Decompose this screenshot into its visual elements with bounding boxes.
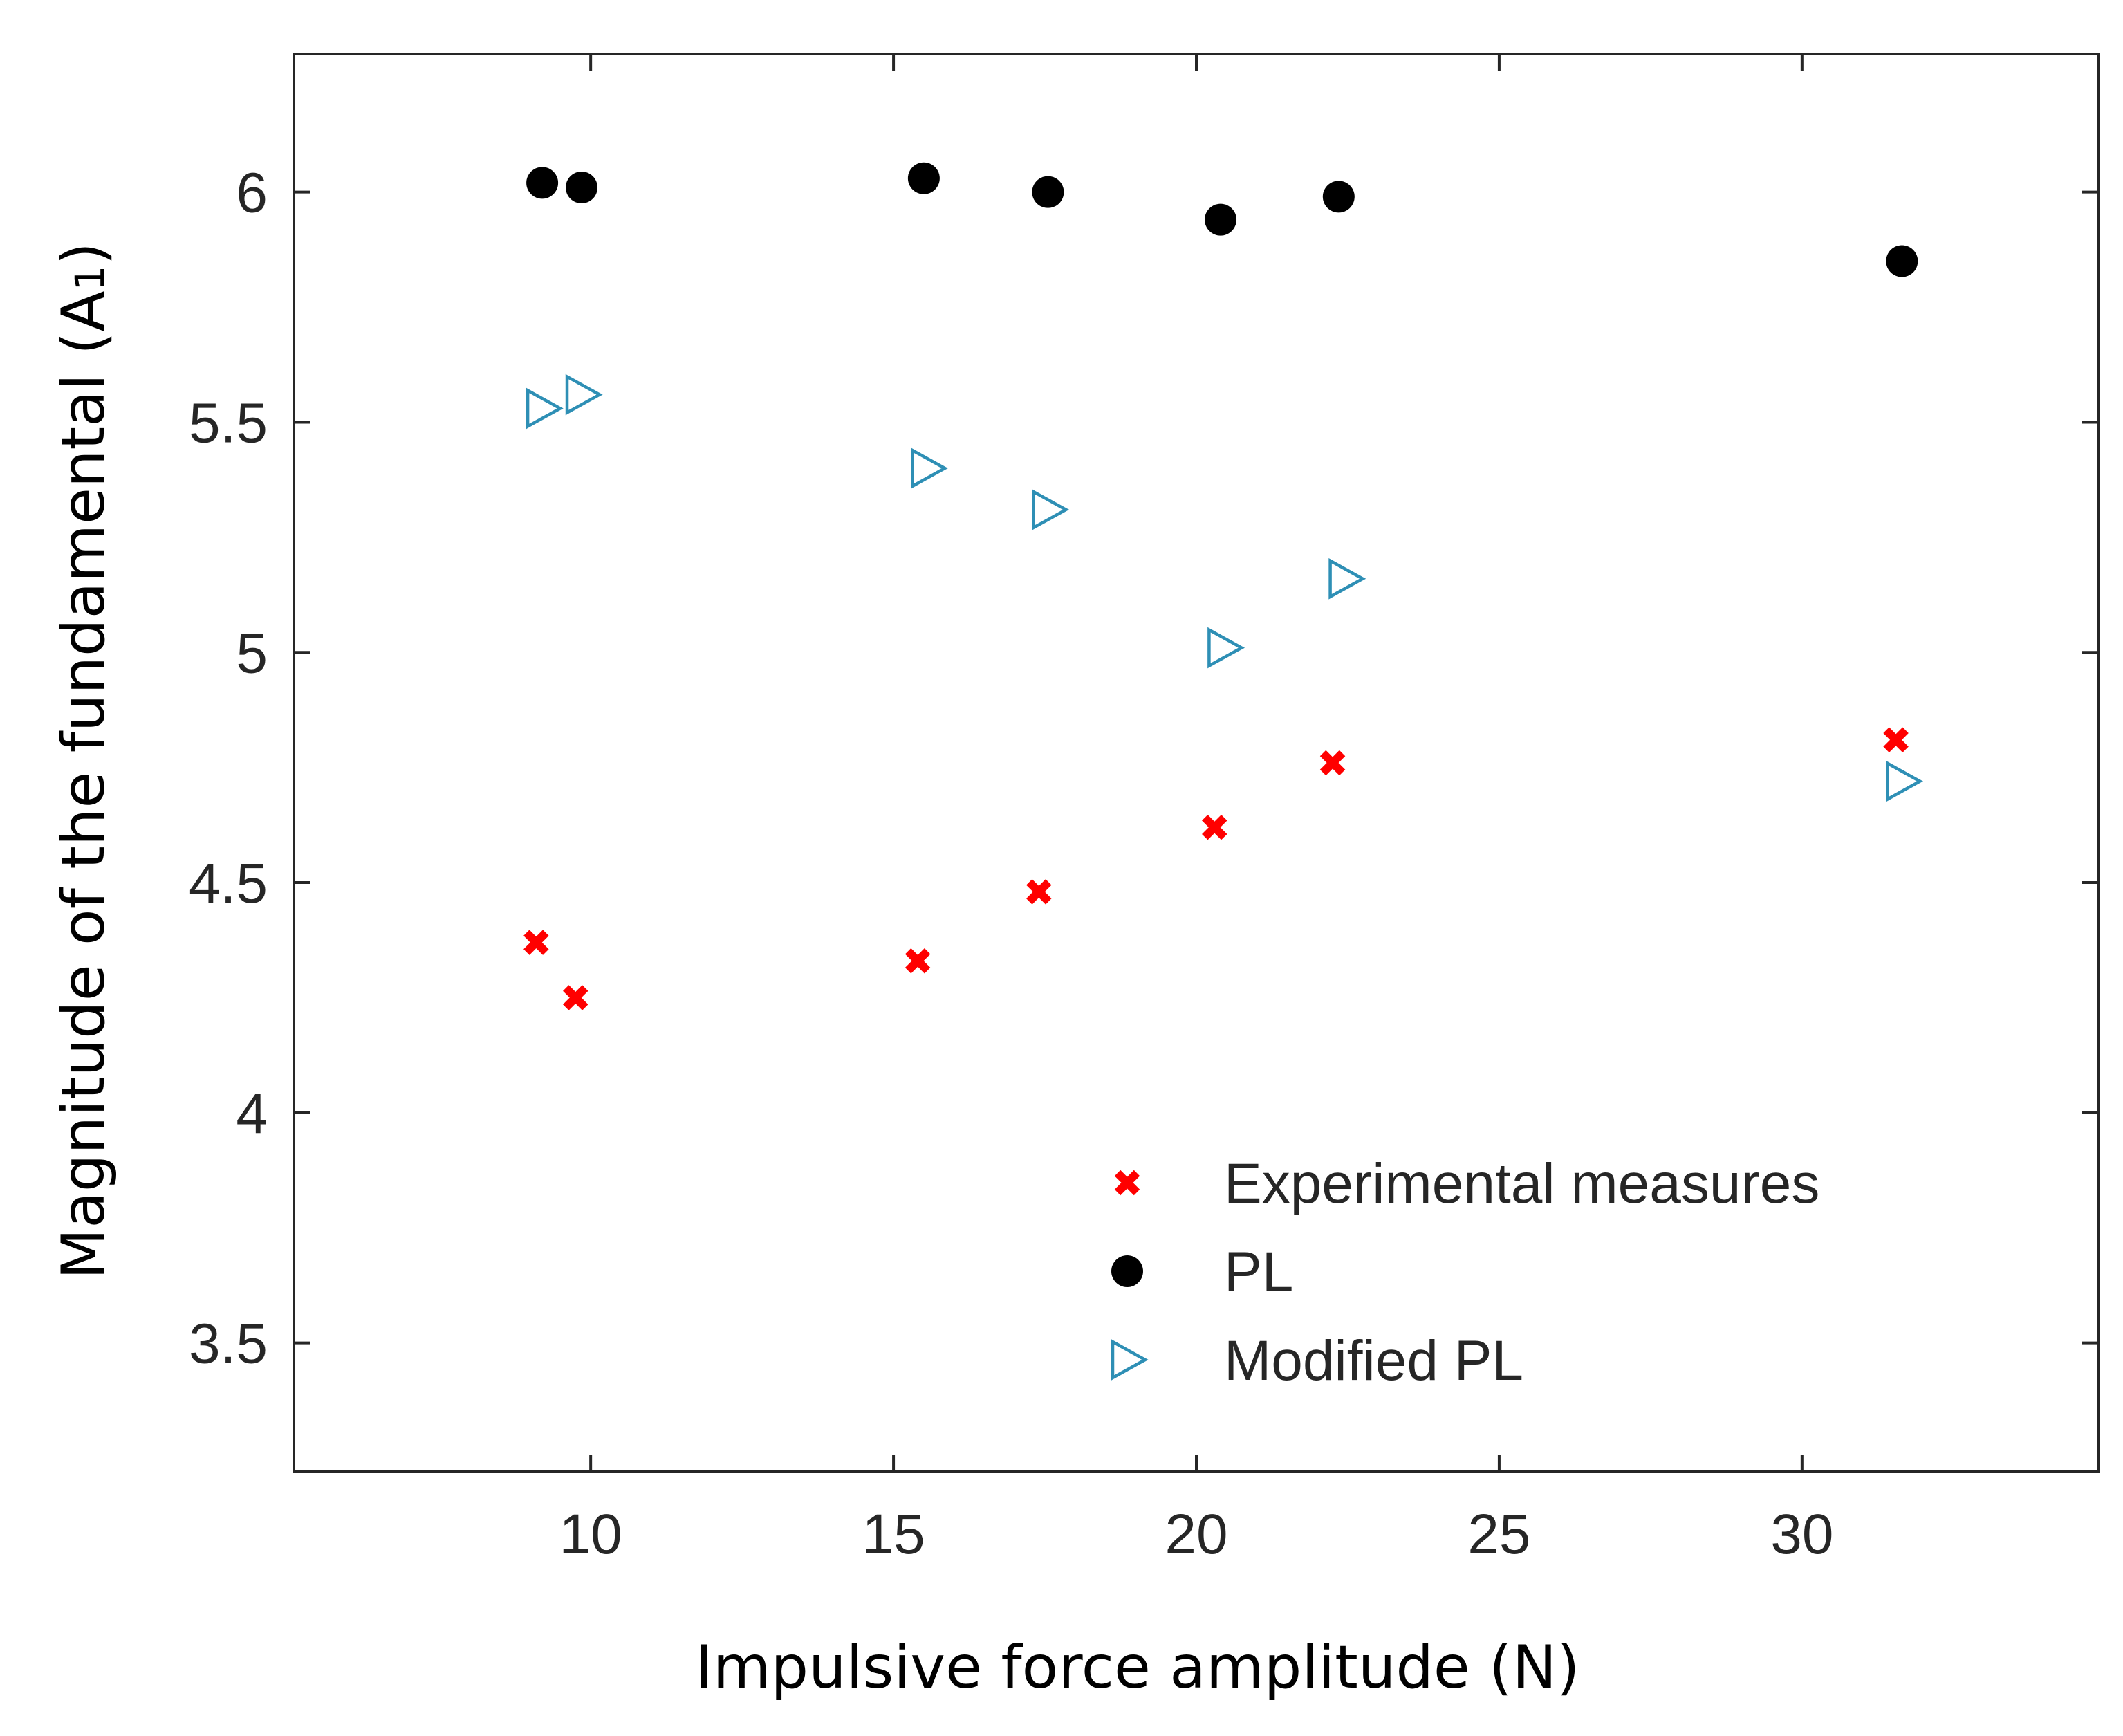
data-point <box>566 172 598 204</box>
data-point <box>1883 727 1909 752</box>
axes <box>293 53 2100 1473</box>
data-point <box>1328 557 1366 600</box>
y-tick-label: 6 <box>236 162 268 225</box>
data-point <box>1207 627 1245 669</box>
x-tick-label: 15 <box>862 1503 925 1566</box>
legend-marker-x <box>1114 1170 1140 1196</box>
data-point <box>1319 750 1346 776</box>
data-point <box>565 373 603 416</box>
data-marks <box>523 162 1923 1010</box>
legend-marker-triangle-right <box>1111 1339 1149 1381</box>
x-axis-title: Impulsive force amplitude (N) <box>695 1633 1579 1702</box>
y-tick-label: 4 <box>236 1082 268 1145</box>
y-axis-title-main: Magnitude of the fundamental (A <box>49 290 118 1280</box>
data-point <box>526 387 564 430</box>
series-experimental-measures <box>523 727 1909 1010</box>
y-axis-title: Magnitude of the fundamental (A1) <box>49 242 118 1280</box>
x-tick-label: 10 <box>559 1503 622 1566</box>
y-axis-title-subscript: 1 <box>66 266 113 291</box>
plot-frame <box>293 53 2100 1473</box>
data-point <box>1026 879 1052 905</box>
data-point <box>1886 245 1918 277</box>
legend-label: Experimental measures <box>1224 1152 1819 1215</box>
data-point <box>911 447 948 489</box>
data-point <box>563 985 588 1010</box>
ticks: 10 15 20 25 30 3.5 4 4.5 5 5.5 6 <box>189 54 2099 1566</box>
data-point <box>1205 203 1237 236</box>
data-point <box>523 930 549 955</box>
data-point <box>1322 181 1355 213</box>
data-point <box>1032 489 1070 530</box>
data-point <box>905 948 931 974</box>
x-tick-label: 30 <box>1770 1503 1833 1566</box>
y-tick-label: 5 <box>236 622 268 685</box>
legend-label: PL <box>1224 1241 1293 1304</box>
y-axis-title-close: ) <box>49 242 118 266</box>
data-point <box>1886 760 1923 802</box>
legend-marker-circle <box>1111 1255 1143 1287</box>
x-tick-label: 25 <box>1467 1503 1530 1566</box>
y-tick-label: 3.5 <box>189 1313 268 1376</box>
x-tick-label: 20 <box>1165 1503 1227 1566</box>
data-point <box>526 167 559 199</box>
data-point <box>1202 814 1227 840</box>
y-tick-label: 5.5 <box>189 391 268 454</box>
series-pl <box>526 162 1918 277</box>
legend-label: Modified PL <box>1224 1329 1523 1392</box>
data-point <box>907 162 940 194</box>
data-point <box>1032 176 1064 208</box>
y-tick-label: 4.5 <box>189 852 268 915</box>
series-modified-pl <box>526 373 1923 802</box>
legend: Experimental measures PL Modified PL <box>1111 1152 1819 1392</box>
